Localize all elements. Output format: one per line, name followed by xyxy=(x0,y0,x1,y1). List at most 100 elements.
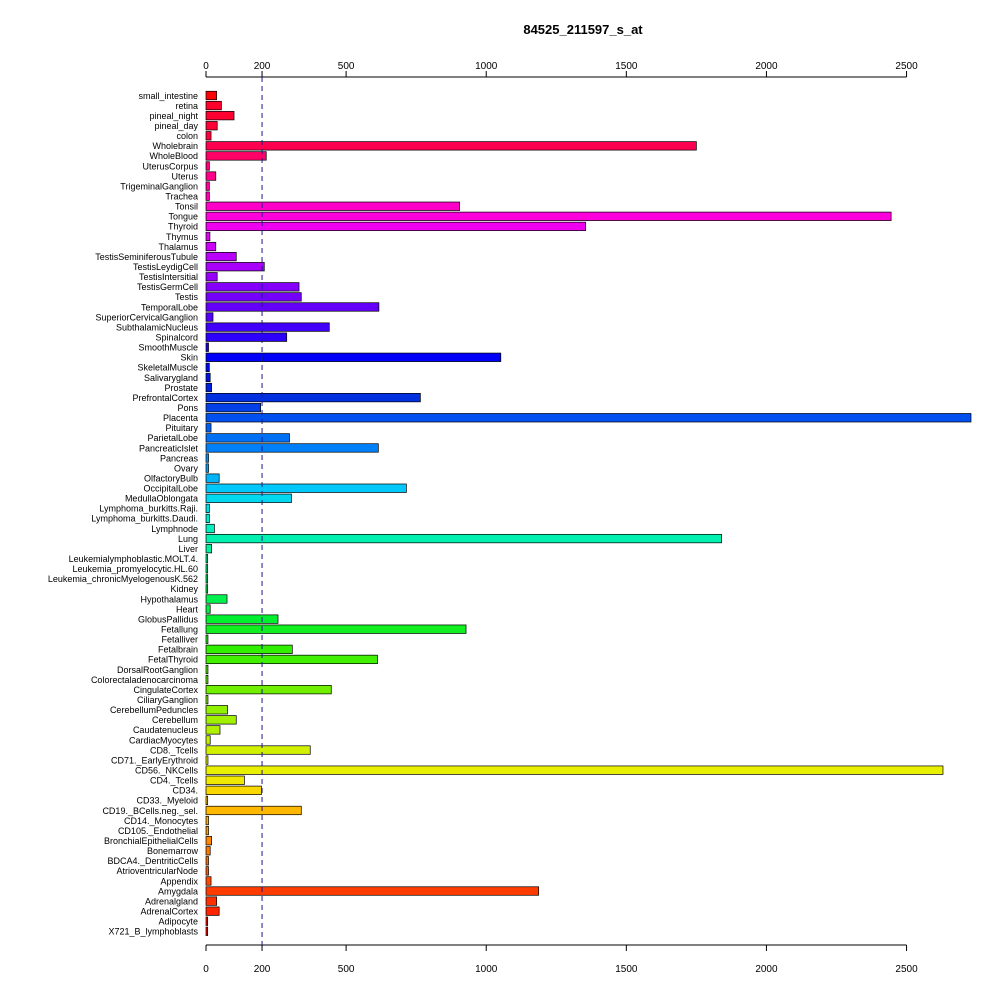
bar-amygdala xyxy=(205,886,539,896)
category-label: CD105._Endothelial xyxy=(118,826,198,836)
category-label: TrigeminalGanglion xyxy=(120,181,198,191)
category-label: Hypothalamus xyxy=(140,594,198,604)
category-label: Spinalcord xyxy=(155,332,198,342)
category-label: X721_B_lymphoblasts xyxy=(108,927,198,937)
top-axis-tick-label: 200 xyxy=(254,61,271,72)
bar-cd56-nkcells xyxy=(205,765,944,775)
category-label: Leukemia_promyelocytic.HL.60 xyxy=(72,564,198,574)
category-label: Trachea xyxy=(165,192,198,202)
bar-adrenalgland xyxy=(205,896,217,906)
bar-thymus xyxy=(205,231,211,242)
category-label: CD56._NKCells xyxy=(135,765,199,775)
category-label: Prostate xyxy=(164,383,198,393)
bar-spinalcord xyxy=(205,332,288,342)
bar-colorectaladenocarcinoma xyxy=(205,674,209,685)
bar-cerebellumpeduncles xyxy=(205,705,228,715)
category-label: CardiacMyocytes xyxy=(129,735,199,745)
bar-pineal-night xyxy=(205,111,235,121)
bar-liver xyxy=(205,544,212,554)
bar-fetalliver xyxy=(205,634,209,644)
category-label: PrefrontalCortex xyxy=(132,393,198,403)
bar-skeletalmuscle xyxy=(205,362,210,372)
bottom-axis-tick-label: 200 xyxy=(254,964,271,975)
bar-kidney xyxy=(205,584,209,594)
bar-medullaoblongata xyxy=(205,493,292,503)
category-label: Bonemarrow xyxy=(147,846,199,856)
top-axis-tick-label: 500 xyxy=(338,61,355,72)
category-label: Lymphnode xyxy=(151,524,198,534)
category-label: DorsalRootGanglion xyxy=(117,665,198,675)
bar-prefrontalcortex xyxy=(205,393,421,403)
bar-lymphoma-burkitts-raji- xyxy=(205,503,210,513)
top-axis-tick-label: 1000 xyxy=(475,61,498,72)
category-label: Skin xyxy=(180,353,198,363)
bar-atrioventricularnode xyxy=(205,866,209,876)
category-label: Fetallung xyxy=(161,625,198,635)
category-label: Adipocyte xyxy=(158,917,198,927)
bar-adrenalcortex xyxy=(205,906,220,916)
bar-bronchialepithelialcells xyxy=(205,836,212,846)
top-axis-tick-label: 0 xyxy=(203,61,209,72)
category-label: Wholebrain xyxy=(152,141,198,151)
bar-salivarygland xyxy=(205,372,211,383)
category-labels: small_intestineretinapineal_nightpineal_… xyxy=(48,91,199,937)
category-label: Uterus xyxy=(171,171,198,181)
category-label: pineal_day xyxy=(154,121,198,131)
category-label: Cerebellum xyxy=(152,715,198,725)
bottom-x-axis: 0 200 500 1000 1500 2000 2500 xyxy=(203,944,918,975)
bar-superiorcervicalganglion xyxy=(205,312,214,322)
bar-thyroid xyxy=(205,221,587,232)
category-label: TestisIntersitial xyxy=(139,272,198,282)
bar-prostate xyxy=(205,382,212,393)
bar-pineal-day xyxy=(205,121,218,131)
bar-cardiacmyocytes xyxy=(205,735,211,745)
bar-leukemia-chronicmyelogenousk-562 xyxy=(205,574,209,584)
top-x-axis: 0 200 500 1000 1500 2000 2500 xyxy=(203,61,918,78)
bar-appendix xyxy=(205,876,212,886)
bar-wholeblood xyxy=(205,151,267,161)
bar-thalamus xyxy=(205,241,217,252)
category-label: CD14._Monocytes xyxy=(124,816,199,826)
bar-leukemialymphoblastic-molt-4- xyxy=(205,554,209,564)
category-label: BDCA4._DentriticCells xyxy=(107,856,198,866)
category-label: SuperiorCervicalGanglion xyxy=(95,312,198,322)
bar-colon xyxy=(205,131,212,141)
category-label: Leukemia_chronicMyelogenousK.562 xyxy=(48,574,198,584)
category-label: CD8._Tcells xyxy=(150,745,199,755)
bar-pituitary xyxy=(205,423,212,433)
bottom-axis-tick-label: 2500 xyxy=(895,964,918,975)
category-label: Testis xyxy=(175,292,199,302)
category-label: TestisLeydigCell xyxy=(133,262,198,272)
category-label: GlobusPallidus xyxy=(138,614,199,624)
bar-cerebellum xyxy=(205,715,237,725)
category-label: CiliaryGanglion xyxy=(137,695,198,705)
category-label: CerebellumPeduncles xyxy=(110,705,199,715)
category-label: Thyroid xyxy=(168,222,198,232)
category-label: Liver xyxy=(178,544,198,554)
category-label: small_intestine xyxy=(138,91,198,101)
bar-small-intestine xyxy=(205,90,217,101)
category-label: CD4._Tcells xyxy=(150,776,199,786)
bar-tongue xyxy=(205,211,892,221)
bar-dorsalrootganglion xyxy=(205,664,209,675)
category-label: FetalThyroid xyxy=(148,655,198,665)
bar-testisintersitial xyxy=(205,272,218,282)
category-label: TestisSeminiferousTubule xyxy=(95,252,198,262)
bar-parietallobe xyxy=(205,433,290,443)
category-label: Pituitary xyxy=(165,423,198,433)
category-label: Amygdala xyxy=(158,886,198,896)
bar-x721-b-lymphoblasts xyxy=(205,926,209,936)
top-axis-tick-label: 2500 xyxy=(895,61,918,72)
bar-ciliaryganglion xyxy=(205,695,209,705)
bar-testis xyxy=(205,292,302,302)
chart-title: 84525_211597_s_at xyxy=(523,22,643,37)
category-label: CD34. xyxy=(172,786,198,796)
bar-ovary xyxy=(205,463,209,473)
bar-placenta xyxy=(205,413,972,423)
bar-fetalthyroid xyxy=(205,654,378,665)
category-label: Placenta xyxy=(163,413,198,423)
category-label: Fetalbrain xyxy=(158,645,198,655)
bar-smoothmuscle xyxy=(205,342,209,352)
category-label: AdrenalCortex xyxy=(140,906,198,916)
bar-uteruscorpus xyxy=(205,161,210,171)
